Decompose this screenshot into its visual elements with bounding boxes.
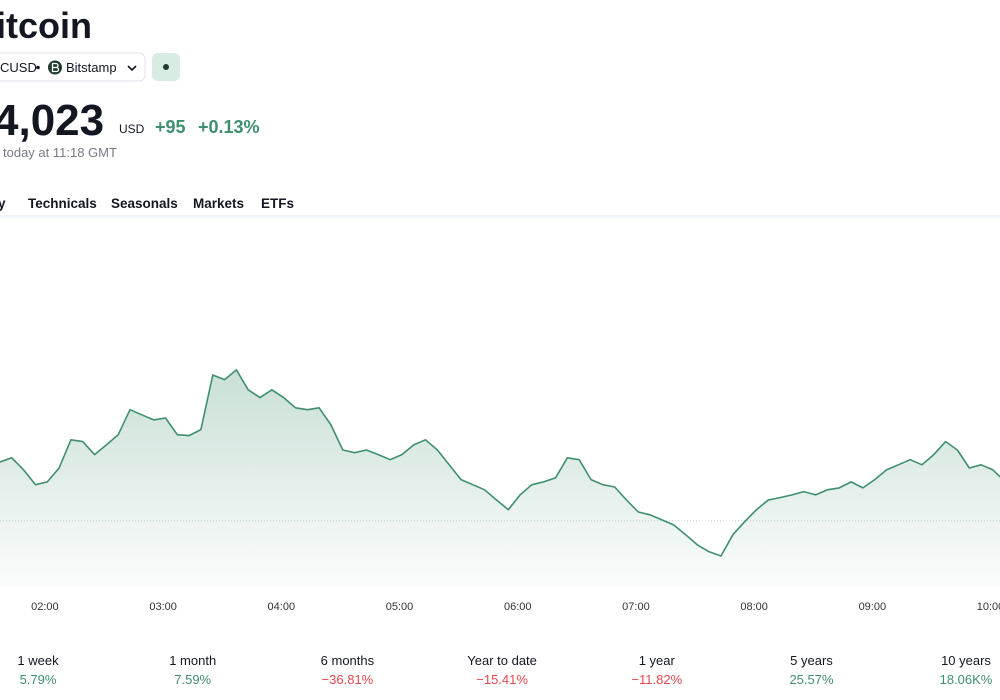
x-tick-label: 09:00: [859, 601, 887, 613]
performance-row: 1 week 5.79% 1 month 7.59% 6 months −36.81% Ye…: [17, 653, 992, 687]
separator-dot: [36, 65, 40, 70]
period-change: −15.41%: [476, 672, 528, 687]
tabs-border: [0, 215, 1000, 218]
price: 4,023: [0, 96, 104, 145]
exchange-icon-glyph: [51, 62, 60, 73]
period-change: 5.79%: [20, 672, 57, 687]
dropdown-chevron: [127, 65, 137, 72]
x-tick-label: 08:00: [740, 601, 768, 613]
change-percent: +0.13%: [198, 117, 260, 137]
period-change: −11.82%: [631, 672, 682, 687]
x-tick-label: 03:00: [149, 601, 177, 613]
period-label: 1 week: [17, 653, 59, 668]
symbol: CUSD: [0, 60, 37, 75]
period-change: 25.57%: [789, 672, 834, 687]
status-dot: [163, 64, 169, 70]
tab[interactable]: ETFs: [261, 196, 294, 211]
period-label: 1 year: [639, 653, 676, 668]
x-tick-label: 10:00: [977, 601, 1000, 613]
tab[interactable]: y: [0, 196, 6, 211]
tab[interactable]: Seasonals: [111, 196, 178, 211]
tab[interactable]: Technicals: [28, 196, 97, 211]
currency: USD: [119, 122, 145, 136]
x-tick-label: 02:00: [31, 601, 59, 613]
exchange: Bitstamp: [66, 60, 117, 75]
change: +95: [155, 117, 186, 137]
x-tick-label: 07:00: [622, 601, 650, 613]
period-label: 1 month: [169, 653, 216, 668]
period-change: 18.06K%: [940, 672, 993, 687]
period-change: −36.81%: [322, 672, 374, 687]
title: itcoin: [0, 5, 92, 46]
x-tick-label: 04:00: [268, 601, 296, 613]
area-fill: [0, 369, 1000, 587]
timestamp: today at 11:18 GMT: [3, 145, 117, 160]
period-change: 7.59%: [174, 672, 211, 687]
symbol-selector[interactable]: [0, 52, 146, 82]
period-label: 5 years: [790, 653, 833, 668]
period-label: Year to date: [467, 653, 537, 668]
price-line: [0, 369, 1000, 557]
x-tick-label: 06:00: [504, 601, 532, 613]
period-label: 6 months: [321, 653, 375, 668]
tab[interactable]: Markets: [193, 196, 244, 211]
price-chart: 02:00 03:00 04:00 05:00 06:00 07:00 08:00 09:00…: [0, 369, 1000, 613]
period-label: 10 years: [941, 653, 991, 668]
x-tick-label: 05:00: [386, 601, 414, 613]
